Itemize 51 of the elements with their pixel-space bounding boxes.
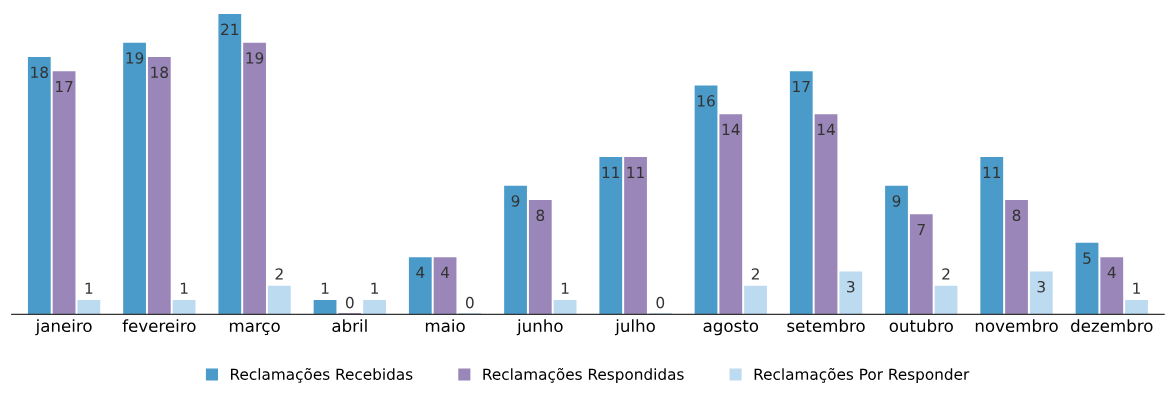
legend-label: Reclamações Recebidas: [231, 367, 413, 383]
data-label: 14: [817, 123, 835, 135]
data-label: 18: [31, 66, 48, 79]
data-label: 0: [345, 296, 354, 309]
x-tick-label: janeiro: [35, 319, 92, 336]
data-label: 4: [416, 266, 425, 278]
data-label: 0: [465, 296, 474, 309]
data-label: 2: [751, 268, 759, 280]
data-label: 8: [536, 209, 545, 222]
data-label: 3: [1037, 280, 1045, 293]
data-label: 0: [656, 296, 665, 309]
data-label: 1: [1133, 282, 1140, 294]
data-label: 2: [942, 268, 950, 280]
data-label: 14: [722, 123, 740, 135]
legend-label: Reclamações Por Responder: [754, 367, 970, 383]
data-label: 4: [1107, 266, 1116, 278]
data-label: 17: [56, 80, 73, 93]
legend-label: Reclamações Respondidas: [483, 367, 684, 383]
x-tick-label: julho: [614, 319, 655, 336]
x-tick-label: novembro: [975, 319, 1058, 333]
data-label: 16: [697, 95, 715, 107]
data-label: 1: [180, 282, 188, 294]
x-tick-label: fevereiro: [122, 319, 196, 333]
x-tick-label: setembro: [787, 319, 865, 333]
x-tick-label: março: [229, 322, 280, 336]
data-label: 3: [847, 280, 855, 293]
x-tick-label: junho: [516, 319, 563, 336]
data-label: 1: [321, 282, 329, 294]
data-label: 5: [1083, 252, 1091, 264]
data-label: 11: [627, 166, 644, 178]
data-label: 4: [440, 266, 450, 278]
data-label: 11: [983, 166, 1001, 178]
data-label: 17: [793, 80, 810, 93]
x-tick-label: dezembro: [1071, 319, 1153, 333]
data-label: 9: [892, 195, 901, 207]
data-label: 18: [151, 66, 168, 79]
data-label: 9: [511, 195, 520, 207]
x-tick-label: abril: [332, 319, 367, 333]
x-tick-label: maio: [425, 319, 465, 333]
data-label: 21: [221, 23, 239, 35]
x-tick-label: agosto: [703, 320, 759, 336]
data-label: 2: [275, 268, 283, 280]
data-label: 7: [917, 223, 925, 236]
data-label: 1: [561, 282, 569, 294]
x-tick-label: outubro: [889, 319, 953, 333]
data-label: 19: [126, 52, 144, 64]
data-label: 11: [602, 166, 620, 178]
data-label: 8: [1012, 209, 1021, 222]
data-label: 1: [85, 282, 93, 294]
data-label: 19: [246, 52, 264, 64]
data-label: 1: [371, 282, 379, 294]
